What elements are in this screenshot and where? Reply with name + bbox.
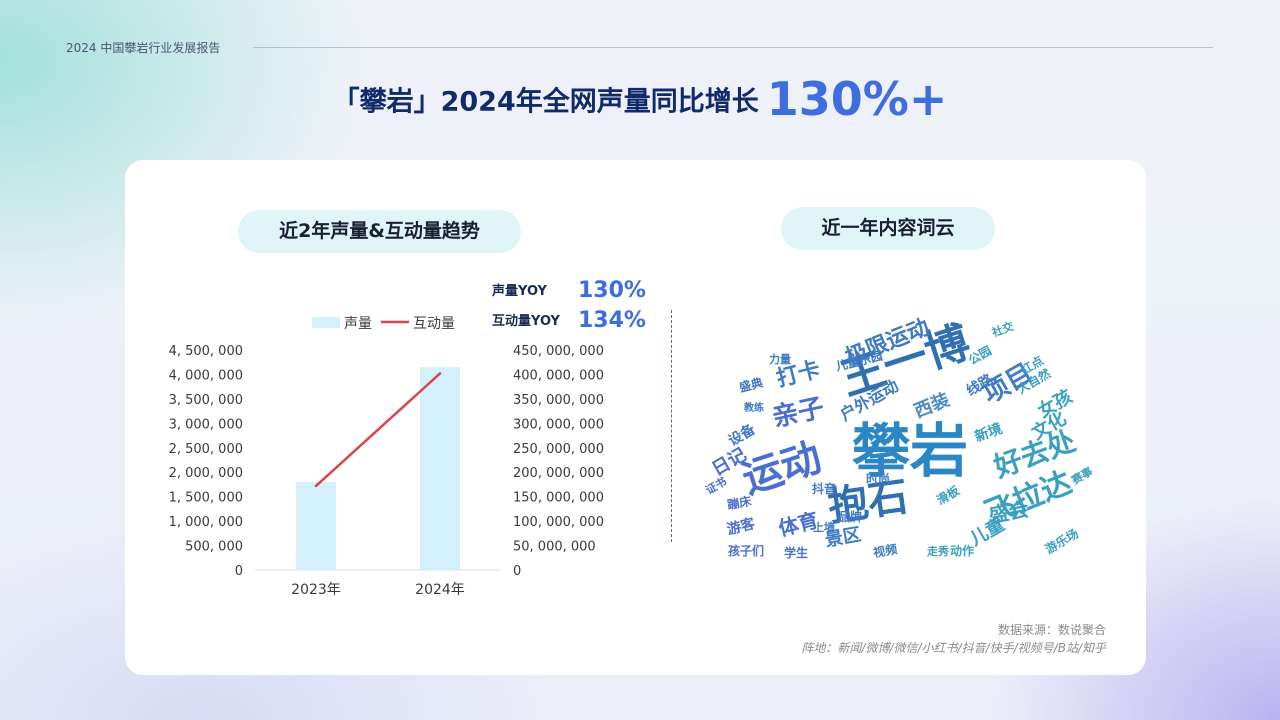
right-axis-tick-label: 50, 000, 000 [513, 540, 596, 555]
left-axis-tick-label: 4, 000, 000 [169, 368, 243, 383]
wordcloud-section-title: 近一年内容词云 [781, 207, 995, 250]
left-axis-tick-label: 500, 000 [185, 540, 243, 555]
x-axis-tick-label: 2023年 [291, 582, 341, 598]
left-axis-tick-label: 0 [235, 564, 243, 579]
wordcloud-word: 证书 [703, 474, 729, 497]
right-axis-tick-label: 250, 000, 000 [513, 442, 604, 457]
word-cloud: 攀岩王一博抱石运动极限运动项目飞拉达好去处亲子打卡体育文化女孩西装盛会户外运动日… [703, 315, 1095, 560]
wordcloud-word: 滑板 [934, 482, 963, 507]
x-axis-tick-label: 2024年 [415, 582, 465, 598]
right-axis-tick-label: 200, 000, 000 [513, 466, 604, 481]
chart-section-title: 近2年声量&互动量趋势 [238, 210, 521, 253]
right-axis-tick-label: 400, 000, 000 [513, 368, 604, 383]
wordcloud-word: 品牌 [838, 509, 862, 524]
yoy-interaction-label: 互动量YOY [492, 314, 560, 329]
right-axis-tick-label: 450, 000, 000 [513, 344, 604, 359]
volume-bar [296, 482, 336, 570]
page-title-highlight: 130%+ [766, 72, 948, 126]
wordcloud-word: 攀岩 [852, 417, 968, 485]
right-axis-tick-label: 100, 000, 000 [513, 515, 604, 530]
left-axis-tick-label: 1, 500, 000 [169, 491, 243, 506]
yoy-volume-value: 130% [578, 278, 646, 303]
yoy-interaction-value: 134% [578, 308, 646, 333]
left-axis-tick-label: 2, 000, 000 [169, 466, 243, 481]
yoy-volume: 声量YOY 130% [492, 278, 646, 303]
wordcloud-word: 抱石 [825, 474, 911, 531]
report-title: 2024 中国攀岩行业发展报告 [66, 41, 221, 55]
page-title: 「攀岩」2024年全网声量同比增长 130%+ [0, 72, 1280, 126]
legend-interaction-label: 互动量 [413, 316, 455, 332]
wordcloud-word: 游乐场 [1042, 526, 1081, 557]
wordcloud-word: 学生 [784, 545, 808, 560]
wordcloud-word: 孩子们 [728, 543, 764, 558]
wordcloud-word: 视频 [872, 541, 898, 560]
wordcloud-word: 抖音 [812, 481, 836, 496]
yoy-volume-label: 声量YOY [492, 284, 547, 299]
wordcloud-word: 亲子 [770, 393, 827, 433]
wordcloud-word: 走秀 [926, 544, 949, 558]
wordcloud-word: 设备 [725, 420, 759, 449]
wordcloud-word: 新境 [972, 420, 1004, 446]
data-source: 数据来源：数说聚合 [997, 623, 1106, 637]
legend-volume-label: 声量 [344, 316, 372, 332]
data-channels: 阵地：新闻/微博/微信/小红书/抖音/快手/视频号/B站/知乎 [801, 641, 1106, 655]
legend-volume-swatch [312, 317, 340, 328]
left-axis-tick-label: 2, 500, 000 [169, 442, 243, 457]
wordcloud-word: 教练 [743, 401, 764, 414]
left-axis-tick-label: 1, 000, 000 [169, 515, 243, 530]
volume-bar [420, 367, 460, 570]
right-axis-tick-label: 0 [513, 564, 521, 579]
wordcloud-word: 盛典 [737, 374, 764, 394]
wordcloud-word: 游客 [725, 515, 757, 539]
dashed-divider [671, 310, 672, 542]
right-axis-tick-label: 350, 000, 000 [513, 393, 604, 408]
interaction-line [314, 372, 442, 488]
page-title-text: 「攀岩」2024年全网声量同比增长 [332, 86, 759, 118]
right-axis-tick-label: 150, 000, 000 [513, 491, 604, 506]
wordcloud-word: 上墙 [813, 520, 835, 534]
yoy-interaction: 互动量YOY 134% [492, 308, 646, 333]
left-axis-tick-label: 3, 500, 000 [169, 393, 243, 408]
wordcloud-word: 社交 [989, 319, 1015, 340]
wordcloud-word: 赛事 [1068, 464, 1095, 488]
left-axis-tick-label: 3, 000, 000 [169, 417, 243, 432]
wordcloud-word: 时尚 [866, 471, 890, 486]
wordcloud-word: 动作 [950, 543, 974, 558]
wordcloud-word: 力量 [769, 352, 791, 366]
content-card: 近2年声量&互动量趋势 近一年内容词云 声量YOY 130% 互动量YOY 134%… [125, 160, 1146, 675]
left-axis-tick-label: 4, 500, 000 [169, 344, 243, 359]
header-divider [253, 47, 1213, 48]
right-axis-tick-label: 300, 000, 000 [513, 417, 604, 432]
wordcloud-word: 蹦床 [726, 493, 753, 512]
